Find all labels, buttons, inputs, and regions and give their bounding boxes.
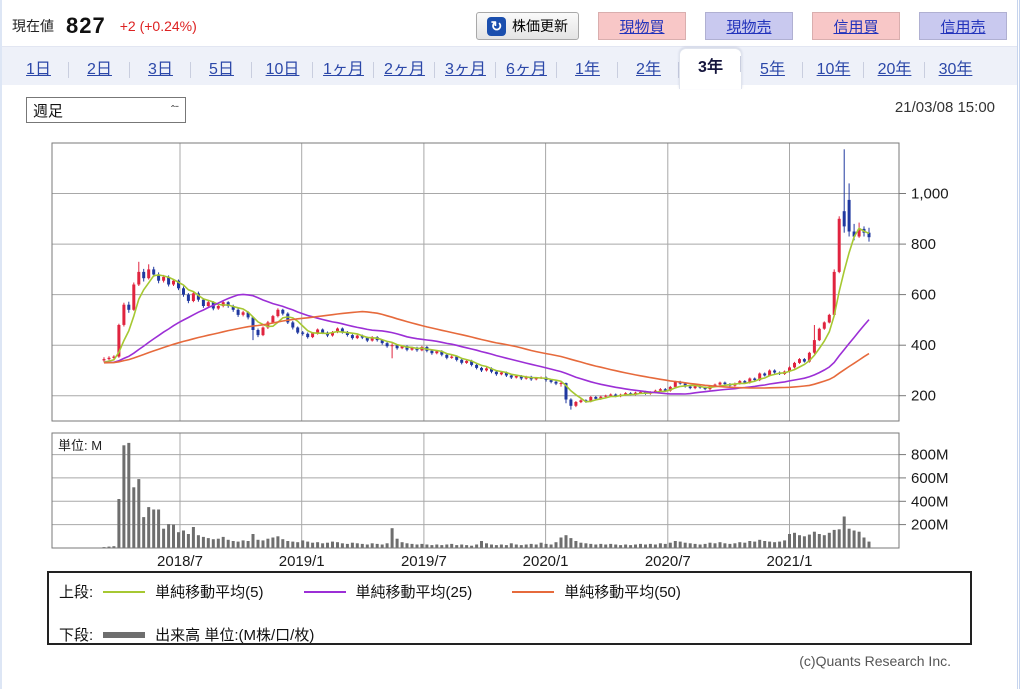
- legend-lower-row: 下段: 出来高 単位:(M株/口/枚): [49, 624, 970, 645]
- header: 現在値 827 +2 (+0.24%) ↻ 株価更新 現物買 現物売 信用買 信用売: [2, 0, 1017, 46]
- tab-period-5[interactable]: 10日: [252, 55, 313, 85]
- svg-text:400M: 400M: [911, 493, 949, 510]
- ma-legend-label-50: 単純移動平均(50): [564, 584, 681, 601]
- svg-text:2018/7: 2018/7: [157, 553, 203, 569]
- ma-legend-label-25: 単純移動平均(25): [355, 584, 473, 601]
- current-price-value: 827: [66, 13, 106, 38]
- svg-text:600M: 600M: [911, 470, 949, 487]
- tab-period-15[interactable]: 20年: [864, 55, 925, 85]
- period-tabs: 1日 2日 3日 5日 10日 1ヶ月 2ヶ月 3ヶ月 6ヶ月 1年 2年 3年 5年 10年 20年 30年: [2, 46, 1017, 89]
- gridlines: [52, 143, 899, 548]
- ma-legend-swatch-50: [512, 590, 555, 593]
- legend-upper-label: 上段:: [59, 584, 94, 601]
- legend-lower-label: 下段:: [59, 627, 94, 644]
- ma-line-5: [103, 227, 870, 403]
- svg-text:800: 800: [911, 236, 936, 253]
- trade-button-label: 信用買: [833, 18, 879, 36]
- tab-period-14[interactable]: 10年: [803, 55, 864, 85]
- trade-button-1[interactable]: 現物買: [598, 12, 686, 40]
- svg-text:2019/7: 2019/7: [401, 553, 447, 569]
- tab-period-4[interactable]: 5日: [191, 55, 252, 85]
- candle-period-select[interactable]: 週足 ˆˉ: [26, 97, 186, 123]
- refresh-quote-button[interactable]: ↻ 株価更新: [476, 12, 579, 40]
- svg-text:2020/7: 2020/7: [645, 553, 691, 569]
- svg-text:200M: 200M: [911, 517, 949, 534]
- tab-period-13[interactable]: 5年: [742, 55, 803, 85]
- volume-bars: [102, 442, 871, 548]
- trade-button-2[interactable]: 現物売: [705, 12, 793, 40]
- volume-legend-label: 出来高 単位:(M株/口/枚): [155, 627, 315, 644]
- tab-period-7[interactable]: 2ヶ月: [374, 55, 435, 85]
- price-change: +2 (+0.24%): [119, 18, 197, 34]
- tab-period-3[interactable]: 3日: [130, 55, 191, 85]
- ma-legend-swatch-25: [303, 590, 346, 593]
- tab-period-6[interactable]: 1ヶ月: [313, 55, 374, 85]
- trade-button-4[interactable]: 信用売: [919, 12, 1007, 40]
- refresh-label: 株価更新: [512, 18, 568, 34]
- ma-line-50: [103, 310, 870, 389]
- ma-legend-label-5: 単純移動平均(5): [155, 584, 264, 601]
- volume-unit-label: 単位: M: [58, 438, 103, 453]
- svg-text:2020/1: 2020/1: [523, 553, 569, 569]
- trade-button-label: 現物買: [619, 18, 665, 36]
- svg-text:600: 600: [911, 287, 936, 304]
- volume-plot-border: [51, 432, 900, 549]
- tab-period-16[interactable]: 30年: [938, 61, 973, 78]
- trade-button-3[interactable]: 信用買: [812, 12, 900, 40]
- trade-button-label: 信用売: [940, 18, 986, 36]
- chart-controls: 週足 ˆˉ 21/03/08 15:00: [2, 85, 1017, 129]
- tab-period-9[interactable]: 6ヶ月: [496, 55, 557, 85]
- legend-upper-row: 上段: 単純移動平均(5) 単純移動平均(25) 単純移動平均(50): [49, 581, 970, 602]
- tab-period-11[interactable]: 2年: [618, 55, 679, 85]
- tab-period-10[interactable]: 1年: [557, 55, 618, 85]
- volume-legend-swatch: [103, 631, 146, 638]
- chart-section: 200 400 600 800 1,000 200M 400M 600M 800M 2018/7 2…: [2, 129, 1017, 685]
- svg-text:200: 200: [911, 388, 936, 405]
- trade-button-label: 現物売: [726, 18, 772, 36]
- refresh-icon: ↻: [487, 16, 506, 36]
- tab-period-8[interactable]: 3ヶ月: [435, 55, 496, 85]
- tab-period-12[interactable]: 3年: [679, 48, 742, 89]
- svg-text:400: 400: [911, 337, 936, 354]
- price-plot-border: [51, 142, 900, 422]
- copyright-text: (c)Quants Research Inc.: [799, 653, 951, 669]
- current-price-label: 現在値: [12, 18, 54, 34]
- svg-text:800M: 800M: [911, 447, 949, 464]
- ma-legend-swatch-5: [103, 590, 146, 593]
- tab-period-2[interactable]: 2日: [69, 55, 130, 85]
- svg-text:1,000: 1,000: [911, 186, 949, 203]
- quote-timestamp: 21/03/08 15:00: [894, 99, 995, 116]
- candle-period-value: 週足: [33, 102, 64, 120]
- candlesticks: [102, 149, 871, 410]
- price-volume-chart: 200 400 600 800 1,000 200M 400M 600M 800M 2018/7 2…: [51, 142, 949, 570]
- trade-buttons: 現物買 現物売 信用買 信用売: [579, 12, 1007, 40]
- tab-period-1[interactable]: 1日: [8, 55, 69, 85]
- svg-text:2019/1: 2019/1: [279, 553, 325, 569]
- chevron-down-icon: ˆˉ: [171, 103, 179, 117]
- svg-text:2021/1: 2021/1: [767, 553, 813, 569]
- axis-labels: 200 400 600 800 1,000 200M 400M 600M 800M 2018/7 2…: [157, 186, 948, 570]
- legend-box: 上段: 単純移動平均(5) 単純移動平均(25) 単純移動平均(50) 下段: 出来…: [47, 571, 972, 645]
